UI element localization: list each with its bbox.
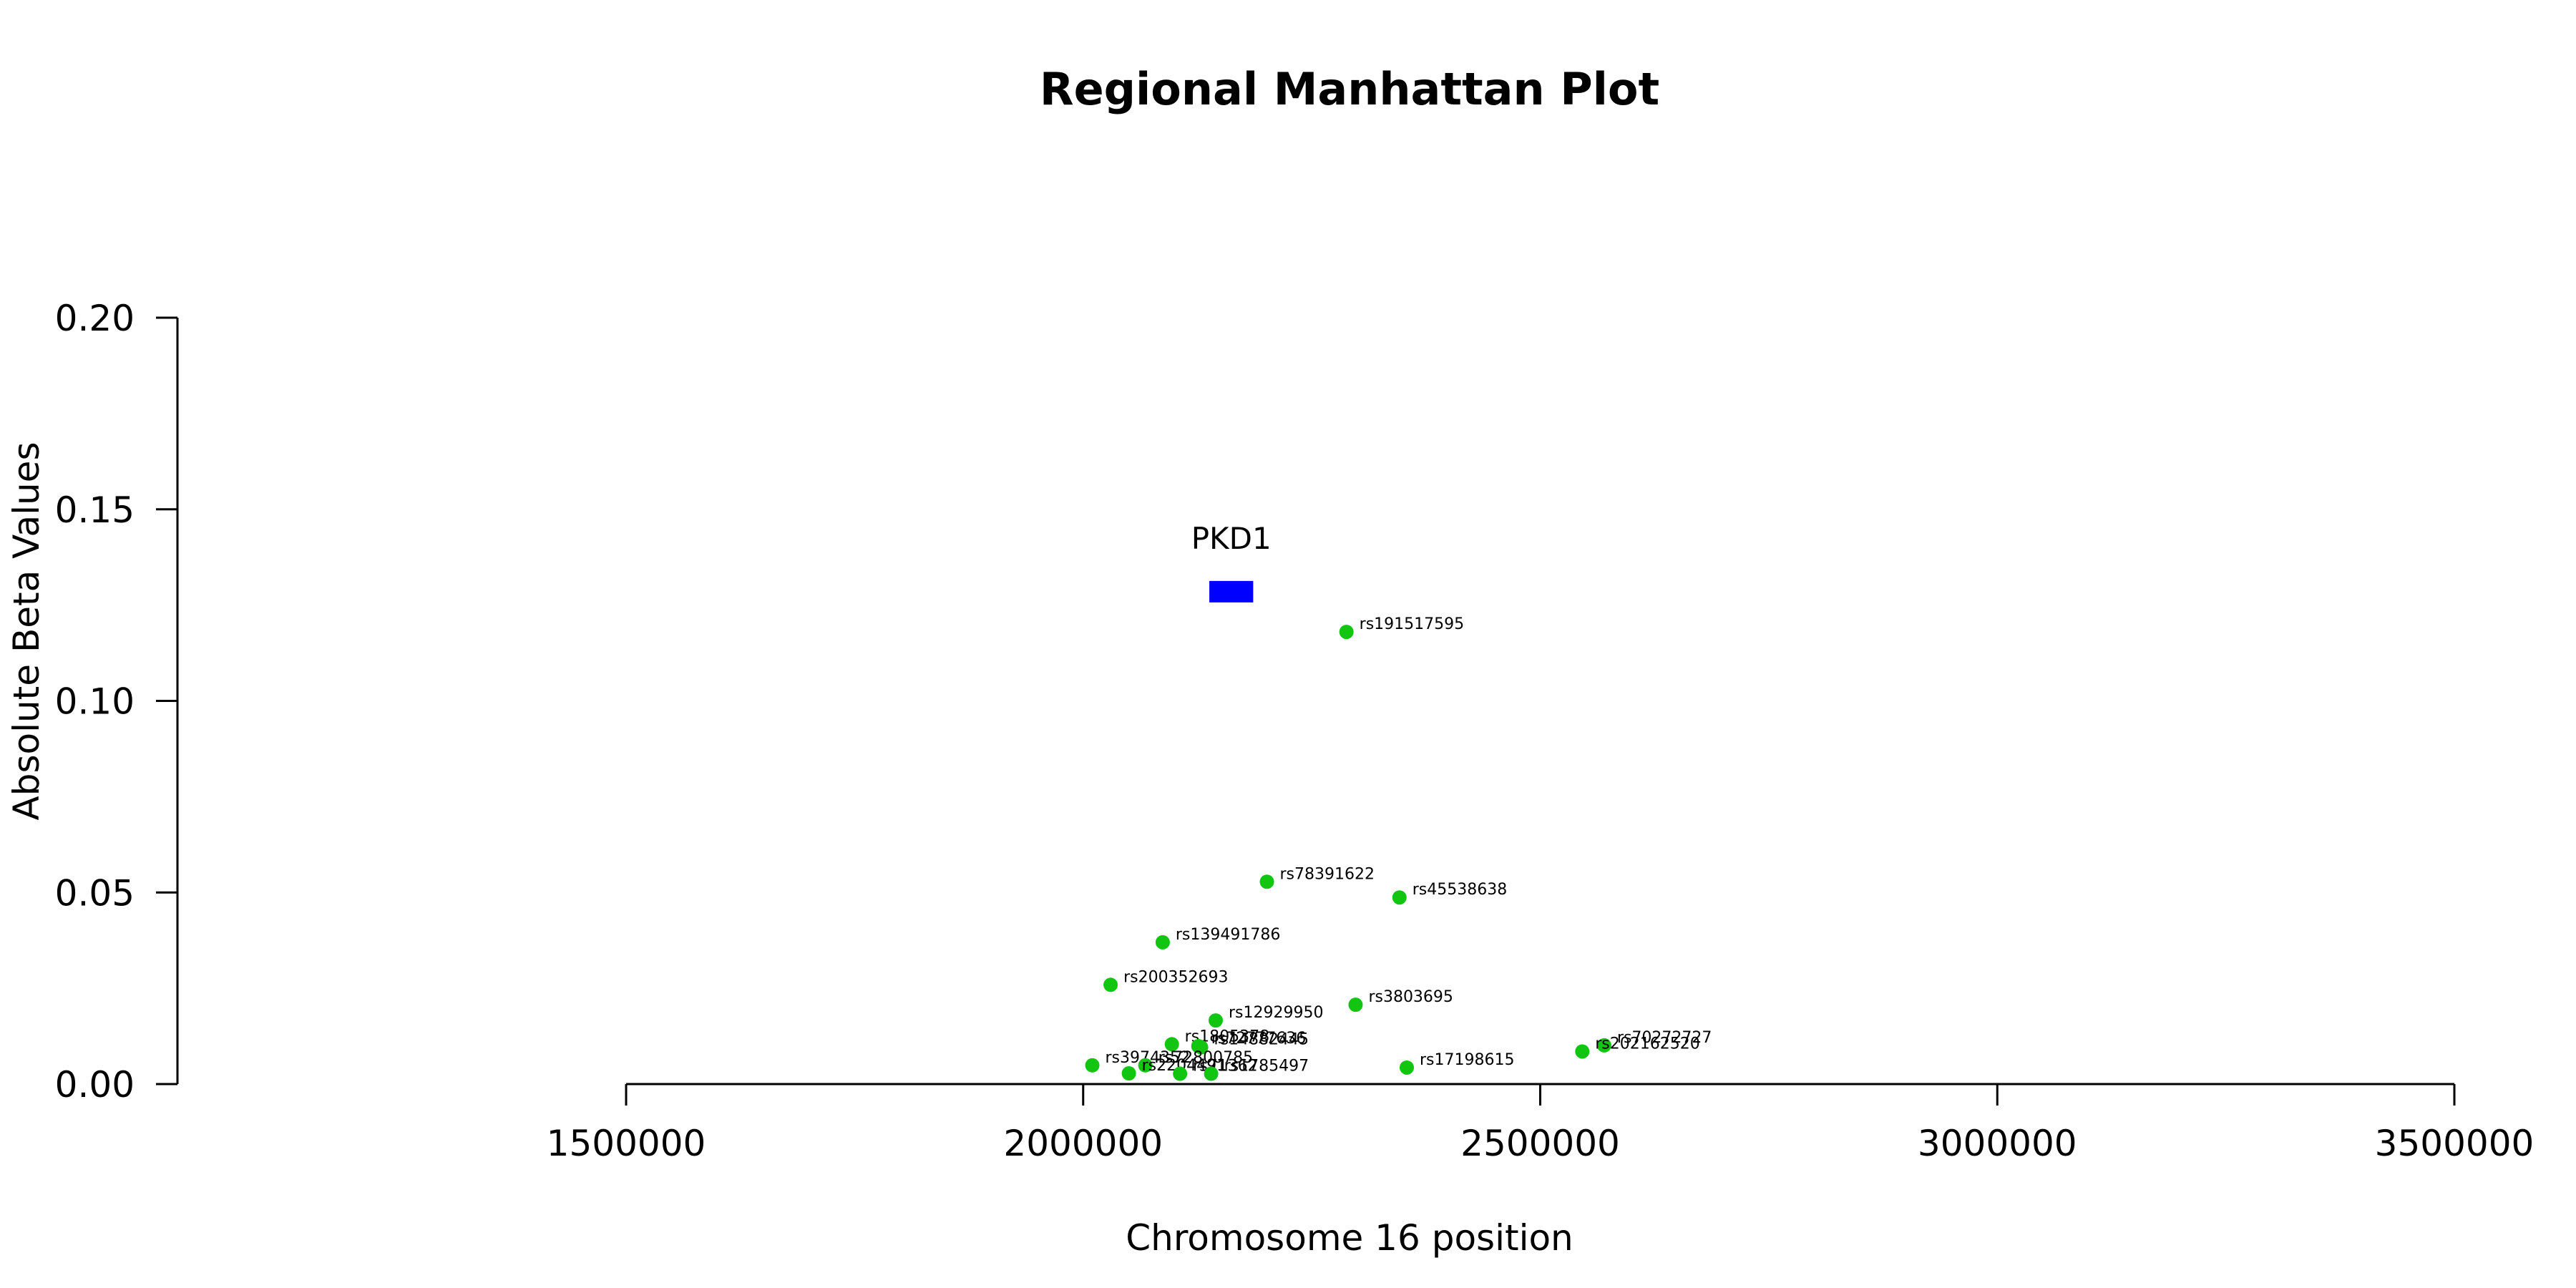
gene-box — [1209, 580, 1254, 602]
y-tick-label: 0.05 — [55, 872, 135, 914]
x-axis-label: Chromosome 16 position — [1126, 1217, 1574, 1259]
x-tick-label: 2000000 — [1003, 1123, 1163, 1164]
snp-label: rs45538638 — [1413, 881, 1507, 899]
snp-label: rs72800785 — [1158, 1049, 1253, 1067]
snp-point — [1173, 1066, 1188, 1081]
gene-label: PKD1 — [1191, 521, 1272, 556]
snp-label: rs1785497 — [1224, 1058, 1309, 1075]
snp-label: rs70272727 — [1617, 1029, 1712, 1047]
snp-point — [1575, 1044, 1590, 1059]
snp-point — [1164, 1037, 1179, 1052]
snp-label: rs139491786 — [1176, 926, 1280, 944]
snp-point — [1348, 997, 1363, 1013]
snp-point — [1194, 1040, 1209, 1055]
snp-label: rs202162520 — [1595, 1035, 1699, 1053]
snp-points: rs191517595 rs78391622 rs45538638 rs1394917… — [1085, 615, 1712, 1081]
snp-label: rs71362 — [1193, 1058, 1258, 1075]
snp-label: rs191517595 — [1360, 615, 1464, 633]
snp-point — [1399, 1060, 1414, 1075]
chart-title: Regional Manhattan Plot — [1040, 63, 1659, 115]
snp-point — [1204, 1066, 1219, 1081]
snp-label: rs17198615 — [1420, 1051, 1514, 1069]
y-axis: 0.00 0.05 0.10 0.15 0.20 — [55, 298, 179, 1106]
snp-label: rs72777636 — [1211, 1030, 1306, 1048]
snp-label: rs3803695 — [1368, 988, 1453, 1006]
gene-track: PKD1 — [1191, 521, 1272, 602]
snp-point — [1259, 874, 1274, 889]
snp-point — [1339, 625, 1354, 640]
snp-label: rs12929950 — [1229, 1004, 1323, 1022]
snp-point — [1392, 890, 1407, 905]
snp-label: rs200352693 — [1123, 968, 1228, 986]
snp-point — [1138, 1058, 1153, 1073]
snp-label: rs78391622 — [1280, 865, 1375, 883]
snp-point — [1103, 977, 1118, 992]
x-tick-label: 3500000 — [2375, 1123, 2534, 1164]
snp-label: rs14882445 — [1214, 1031, 1309, 1049]
y-tick-label: 0.20 — [55, 298, 135, 339]
snp-point — [1121, 1066, 1136, 1081]
snp-point — [1155, 935, 1170, 950]
snp-point — [1208, 1013, 1223, 1028]
x-axis: 1500000 2000000 2500000 3000000 3500000 — [547, 1083, 2534, 1164]
y-axis-label: Absolute Beta Values — [6, 442, 47, 821]
snp-point — [1596, 1038, 1611, 1053]
y-tick-label: 0.00 — [55, 1064, 135, 1106]
y-tick-label: 0.15 — [55, 489, 135, 531]
snp-point — [1085, 1058, 1100, 1073]
x-tick-label: 3000000 — [1918, 1123, 2077, 1164]
x-tick-label: 1500000 — [547, 1123, 706, 1164]
y-tick-label: 0.10 — [55, 681, 135, 723]
x-tick-label: 2500000 — [1460, 1123, 1620, 1164]
